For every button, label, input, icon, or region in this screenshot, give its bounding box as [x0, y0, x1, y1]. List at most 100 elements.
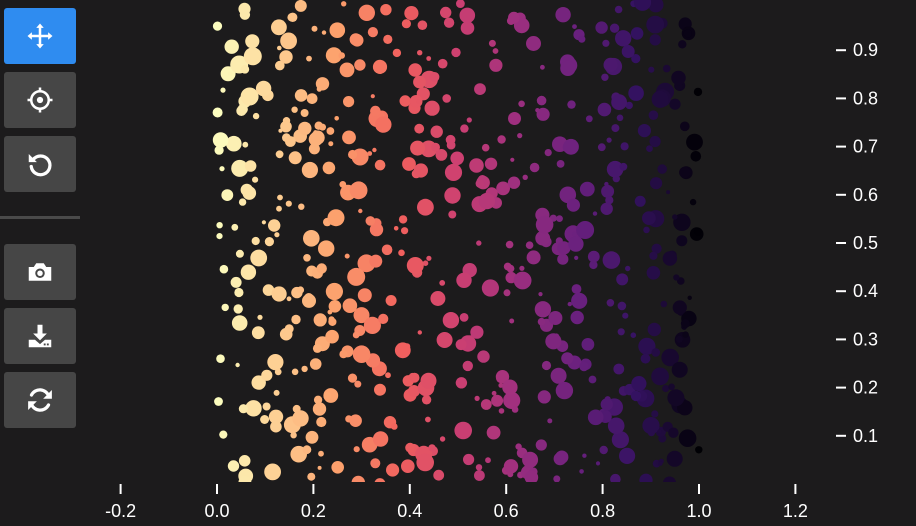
scatter-point	[414, 123, 425, 134]
scatter-point	[242, 141, 249, 148]
scatter-point	[288, 151, 302, 165]
scatter-point	[224, 39, 239, 54]
scatter-point	[287, 13, 296, 22]
reset-button[interactable]	[4, 136, 76, 192]
scatter-point	[651, 367, 669, 386]
scatter-point	[342, 298, 358, 314]
scatter-point	[513, 271, 532, 290]
scatter-point	[312, 343, 322, 353]
toolbar-divider	[0, 216, 80, 219]
scatter-point	[662, 476, 677, 482]
x-tick-label: -0.2	[105, 501, 136, 521]
scatter-point	[401, 459, 415, 474]
scatter-point	[651, 243, 662, 254]
scatter-point	[643, 226, 650, 234]
scatter-point	[428, 444, 436, 452]
scatter-point	[648, 0, 664, 13]
scatter-point	[600, 202, 613, 215]
scatter-point	[541, 360, 552, 371]
download-button[interactable]	[4, 308, 76, 364]
scatter-point	[480, 399, 492, 410]
scatter-point	[455, 377, 468, 389]
x-tick-label: 0.8	[590, 501, 615, 521]
scatter-point	[535, 439, 547, 451]
reset-arrow-icon	[28, 154, 52, 177]
scatter-point	[341, 1, 347, 7]
scatter-point	[238, 404, 248, 414]
scatter-point	[250, 249, 268, 267]
scatter-point	[680, 319, 690, 329]
scatter-point	[328, 300, 342, 313]
scatter-point	[662, 64, 671, 73]
scatter-point	[327, 209, 345, 227]
scatter-point	[275, 150, 284, 159]
pan-button[interactable]	[4, 8, 76, 64]
scatter-point	[462, 360, 473, 372]
scatter-point	[463, 453, 475, 466]
scatter-point	[625, 265, 631, 272]
scatter-point	[601, 184, 615, 198]
scatter-point	[563, 138, 579, 155]
scatter-point	[693, 87, 703, 97]
scatter-point	[219, 430, 228, 439]
scatter-point	[561, 352, 574, 365]
scatter-point	[353, 307, 370, 324]
scatter-point	[422, 260, 429, 267]
scatter-point	[399, 95, 411, 107]
scatter-point	[270, 420, 282, 433]
x-axis: -0.2 0.0 0.2 0.4 0.6 0.8 1.0 1.2	[105, 484, 808, 521]
camera-icon	[28, 263, 52, 281]
scatter-point	[238, 2, 251, 16]
scatter-point	[357, 288, 372, 303]
refresh-button[interactable]	[4, 372, 76, 428]
scatter-point	[291, 314, 301, 325]
scatter-point	[686, 133, 703, 151]
scatter-point	[502, 379, 518, 395]
scatter-point	[334, 116, 340, 121]
scatter-point	[352, 331, 360, 339]
scatter-point	[466, 117, 472, 123]
scatter-point	[417, 198, 434, 216]
scatter-point	[679, 166, 691, 179]
scatter-point	[219, 166, 225, 172]
y-tick-label: 0.5	[853, 233, 878, 253]
scatter-point	[460, 21, 475, 35]
scatter-point	[522, 174, 528, 180]
scatter-point	[536, 95, 547, 106]
scatter-point	[578, 35, 586, 43]
scatter-point	[597, 143, 606, 152]
scatter-point	[637, 124, 652, 138]
scatter-point	[460, 124, 469, 133]
scatter-point	[450, 151, 465, 166]
scatter-point	[313, 130, 318, 135]
scatter-point	[588, 375, 597, 384]
scatter-point	[690, 151, 702, 162]
scatter-point	[662, 384, 670, 393]
scatter-point	[416, 99, 421, 105]
scatter-point	[267, 354, 284, 371]
scatter-point	[328, 141, 334, 147]
crosshair-button[interactable]	[4, 72, 76, 128]
scatter-point	[290, 432, 297, 439]
scatter-point	[666, 450, 683, 467]
scatter-point	[285, 136, 296, 147]
scatter-point	[305, 430, 319, 444]
scatter-point	[529, 162, 540, 173]
scatter-point	[298, 121, 312, 136]
scatter-point	[298, 203, 305, 210]
scatter-point	[615, 30, 632, 47]
scatter-point	[474, 83, 486, 95]
scatter-point	[601, 73, 609, 82]
scatter-point	[294, 89, 308, 102]
scatter-point	[430, 291, 446, 306]
scatter-point	[672, 214, 678, 220]
scatter-point	[251, 236, 260, 246]
scatter-point	[231, 159, 249, 177]
scatter-point	[214, 397, 223, 406]
scatter-point	[393, 226, 399, 231]
scatter-point	[262, 402, 271, 411]
scatter-point	[519, 265, 525, 271]
scatter-point	[291, 368, 299, 376]
screenshot-button[interactable]	[4, 244, 76, 300]
